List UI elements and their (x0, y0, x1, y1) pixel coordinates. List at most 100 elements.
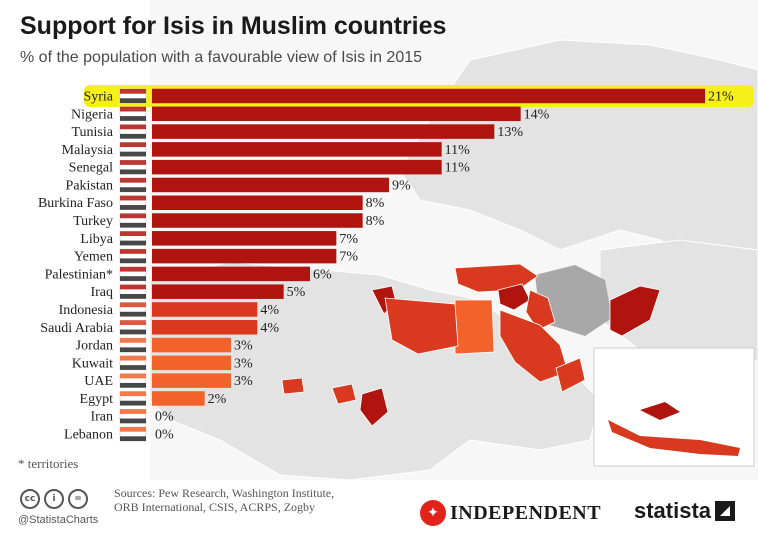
value-label: 8% (366, 214, 385, 229)
value-label: 14% (524, 107, 550, 122)
eagle-icon: ✦ (420, 500, 446, 526)
flag-stripe (120, 195, 146, 201)
value-label: 3% (234, 339, 253, 354)
value-label: 0% (155, 410, 174, 425)
flag-stripe (120, 187, 146, 192)
flag-stripe (120, 116, 146, 121)
map-country-5 (454, 299, 495, 355)
category-label: Egypt (80, 392, 114, 407)
value-label: 11% (445, 143, 470, 158)
flag-stripe (120, 240, 146, 246)
category-label: Indonesia (59, 303, 114, 318)
map-country-4 (555, 357, 586, 393)
map-country-11 (281, 377, 305, 395)
flag-stripe (120, 133, 146, 139)
footnote: * territories (18, 456, 79, 471)
category-label: Iran (90, 410, 113, 425)
flag-stripe (120, 169, 146, 175)
flag-stripe (120, 222, 146, 228)
statista-wordmark: statista (634, 498, 712, 523)
bar (152, 195, 363, 210)
attribution-icon: i (44, 489, 64, 509)
statista-logo: statista (634, 498, 736, 524)
bar (152, 391, 205, 406)
map-country-8 (609, 285, 661, 337)
flag-stripe (120, 205, 146, 210)
value-label: 13% (497, 125, 523, 140)
bar (152, 213, 363, 228)
map-country-1 (497, 283, 531, 311)
bar (152, 142, 442, 157)
value-label: 9% (392, 178, 411, 193)
flag-stripe (120, 89, 146, 94)
value-label: 7% (339, 232, 358, 247)
bar (152, 266, 310, 282)
flag-stripe (120, 213, 146, 219)
value-label: 4% (260, 321, 279, 336)
category-label: Iraq (90, 285, 113, 300)
inset-malaysia (640, 402, 680, 420)
value-label: 6% (313, 267, 332, 282)
value-label: 4% (260, 303, 279, 318)
flag-stripe (120, 311, 146, 317)
flag-stripe (120, 177, 146, 183)
value-label: 5% (287, 285, 306, 300)
category-label: Yemen (74, 250, 113, 265)
category-label: Lebanon (64, 428, 113, 443)
sources-text: Sources: Pew Research, Washington Instit… (114, 486, 335, 514)
bar (152, 337, 231, 353)
bar (152, 88, 705, 104)
flag-stripe (120, 427, 146, 432)
category-label: Turkey (73, 214, 113, 229)
flag-stripe (120, 391, 146, 397)
independent-logo: ✦ INDEPENDENT (420, 500, 601, 526)
flag-stripe (120, 400, 146, 406)
flag-stripe (120, 276, 146, 281)
creative-commons-icon: cc (20, 489, 40, 509)
flag-stripe (120, 320, 146, 325)
value-label: 11% (445, 161, 470, 176)
chart-subtitle: % of the population with a favourable vi… (20, 49, 423, 66)
independent-wordmark: INDEPENDENT (450, 501, 602, 524)
value-label: 3% (234, 356, 253, 371)
flag-stripe (120, 293, 146, 299)
map-country-10 (331, 383, 357, 405)
middle-east-map (149, 0, 758, 481)
bars-group: Syria 21% Nigeria 14% Tunisia 13% Malaysia 11% S… (38, 85, 754, 443)
flag-stripe (120, 329, 146, 335)
category-label: Kuwait (72, 356, 113, 371)
category-label: Libya (80, 232, 113, 247)
value-label: 21% (708, 90, 734, 105)
category-label: Senegal (69, 161, 113, 176)
flag-stripe (120, 355, 146, 361)
no-derivatives-icon: = (68, 489, 88, 509)
category-label: Nigeria (71, 107, 114, 122)
flag-stripe (120, 436, 146, 442)
bar (152, 284, 284, 299)
value-label: 2% (208, 392, 227, 407)
flag-stripe (120, 231, 146, 237)
flag-stripe (120, 258, 146, 264)
license-icons: cc i = (20, 489, 88, 509)
bar (152, 231, 337, 246)
chart-title: Support for Isis in Muslim countries (20, 12, 447, 40)
map-country-7 (384, 297, 459, 355)
bar (152, 355, 231, 371)
category-label: Syria (83, 90, 113, 105)
category-label: Pakistan (66, 178, 113, 193)
bar (152, 373, 231, 388)
flag-stripe (120, 409, 146, 414)
flag-stripe (120, 284, 146, 290)
flag-stripe (120, 302, 146, 308)
value-label: 3% (234, 374, 253, 389)
flag-stripe (120, 365, 146, 370)
flag-stripe (120, 249, 146, 254)
category-label: Palestinian* (45, 267, 113, 282)
statista-icon (715, 501, 736, 521)
flag-stripe (120, 347, 146, 353)
flag-stripe (120, 266, 146, 272)
category-label: Malaysia (62, 143, 114, 158)
flag-stripe (120, 142, 146, 148)
